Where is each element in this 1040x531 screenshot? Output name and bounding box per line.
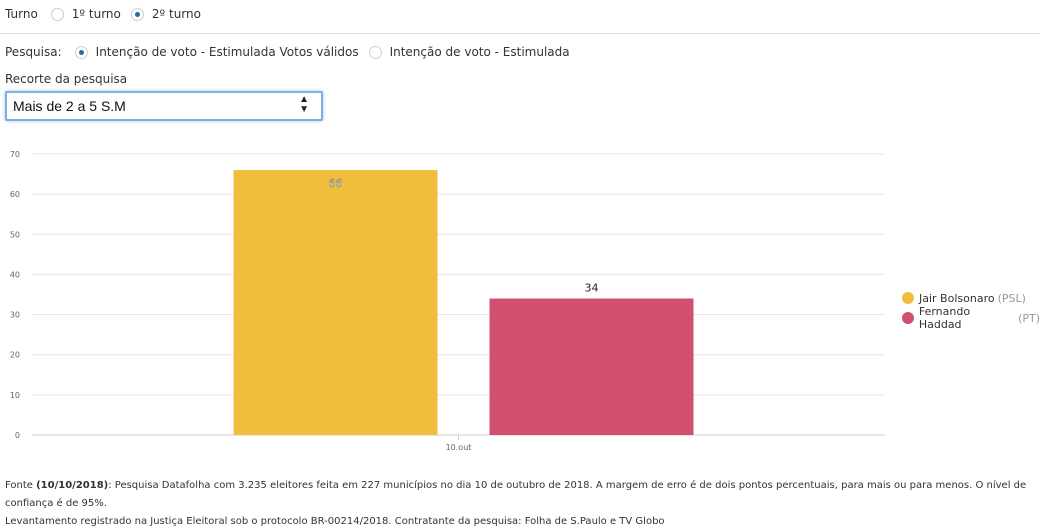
turno-option-2[interactable]: 2º turno: [130, 7, 201, 21]
pesquisa-label: Pesquisa:: [5, 45, 62, 59]
legend-name-bolsonaro: Jair Bolsonaro: [919, 291, 995, 305]
source-note: Fonte (10/10/2018): Pesquisa Datafolha c…: [5, 477, 1035, 531]
pesquisa-option-1-label: Intenção de voto - Estimulada Votos váli…: [95, 45, 359, 59]
legend-party-bolsonaro: (PSL): [997, 291, 1026, 305]
y-tick-label-60: 60: [10, 190, 20, 199]
recorte-select[interactable]: Mais de 2 a 5 S.M ▲ ▼: [5, 91, 323, 121]
bar-0-0: [233, 170, 438, 436]
turno-option-1-label: 1º turno: [71, 7, 121, 21]
data-label-0-0: 66: [329, 177, 343, 190]
y-tick-label-10: 10: [10, 391, 20, 400]
pesquisa-radio-1[interactable]: [74, 45, 88, 59]
turno-option-2-label: 2º turno: [151, 7, 201, 21]
y-tick-label-30: 30: [10, 311, 20, 320]
turno-option-1[interactable]: 1º turno: [50, 7, 121, 21]
y-tick-label-70: 70: [10, 150, 20, 159]
bar-chart: 0 10 20 30 40 50 60 70 10.out 66 34: [10, 150, 885, 452]
y-tick-label-0: 0: [15, 431, 20, 440]
legend-item-bolsonaro[interactable]: Jair Bolsonaro (PSL): [902, 288, 1040, 308]
legend-name-haddad: Fernando Haddad: [918, 305, 971, 331]
turno-row: Turno 1º turno 2º turno: [5, 7, 201, 21]
y-tick-label-20: 20: [10, 351, 20, 360]
divider: [0, 33, 1040, 34]
y-tick-label-50: 50: [10, 230, 20, 239]
source-line-1: : Pesquisa Datafolha com 3.235 eleitores…: [5, 480, 1027, 509]
source-date: (10/10/2018): [36, 480, 109, 491]
pesquisa-radio-2[interactable]: [368, 45, 382, 59]
y-tick-label-40: 40: [10, 270, 20, 279]
turno-label: Turno: [5, 7, 38, 21]
turno-radio-2[interactable]: [130, 7, 144, 21]
bar-1-0: [489, 298, 694, 435]
pesquisa-row: Pesquisa: Intenção de voto - Estimulada …: [5, 45, 570, 59]
legend-swatch-haddad: [902, 312, 914, 324]
pesquisa-option-2[interactable]: Intenção de voto - Estimulada: [368, 45, 570, 59]
turno-radio-1[interactable]: [50, 7, 64, 21]
legend-party-haddad: (PT): [1018, 311, 1040, 325]
recorte-label: Recorte da pesquisa: [5, 72, 128, 86]
data-label-1-0: 34: [585, 282, 599, 295]
pesquisa-option-1[interactable]: Intenção de voto - Estimulada Votos váli…: [74, 45, 359, 59]
source-line-2: Levantamento registrado na Justiça Eleit…: [5, 516, 665, 527]
source-prefix: Fonte: [5, 480, 37, 491]
chart-legend: Jair Bolsonaro (PSL) Fernando Haddad (PT…: [902, 288, 1040, 331]
select-arrows-icon: ▲ ▼: [299, 94, 309, 115]
x-tick-label-0: 10.out: [446, 443, 472, 452]
legend-swatch-bolsonaro: [902, 292, 914, 304]
recorte-select-value: Mais de 2 a 5 S.M: [13, 98, 126, 114]
pesquisa-option-2-label: Intenção de voto - Estimulada: [389, 45, 570, 59]
legend-item-haddad[interactable]: Fernando Haddad (PT): [902, 305, 1040, 331]
